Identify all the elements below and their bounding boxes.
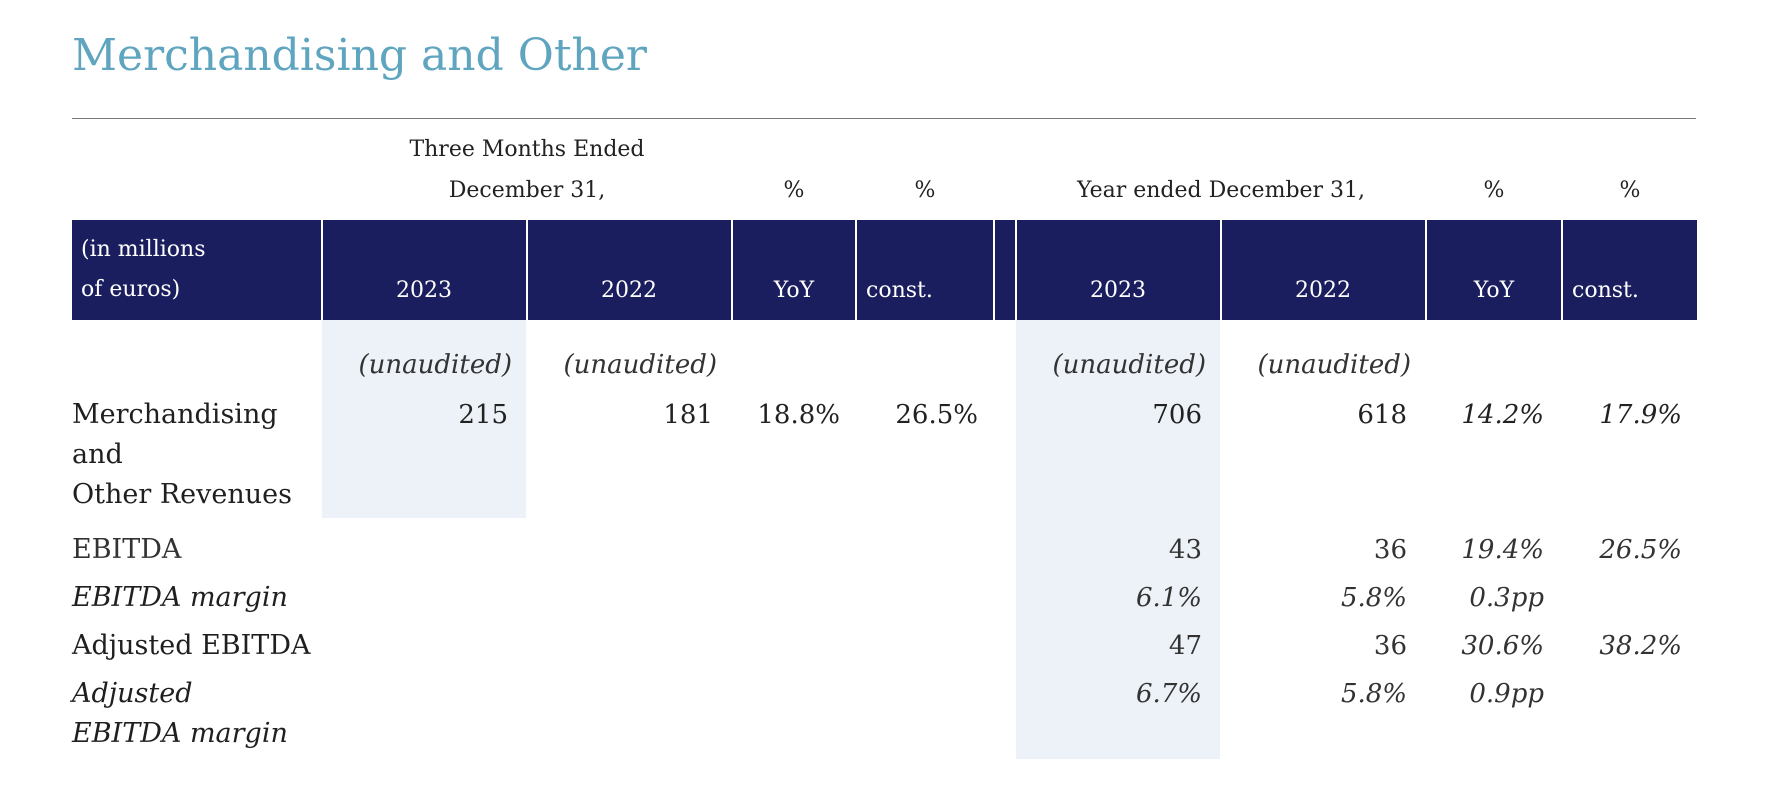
merch-q-yoy: 18.8% [757, 400, 840, 430]
ebitda-margin-y2022: 5.8% [1340, 583, 1407, 613]
y2023-highlight [1016, 320, 1220, 759]
page-title: Merchandising and Other [72, 30, 647, 81]
col-header-q2022: 2022 [601, 278, 657, 303]
header-cell-q-yoy [733, 220, 855, 320]
merch-y2022: 618 [1357, 400, 1407, 430]
col-header-y2022: 2022 [1295, 278, 1351, 303]
row-label-adj-margin-line1: Adjusted [72, 678, 193, 709]
merch-q2023: 215 [458, 400, 508, 430]
col-header-q-yoy: YoY [773, 278, 815, 303]
row-label-merch-line2: and [72, 439, 123, 470]
header-cell-y-yoy [1427, 220, 1561, 320]
merch-q-const: 26.5% [895, 400, 978, 430]
pct-header-1: % [783, 178, 805, 203]
adj-margin-y-yoy: 0.9pp [1469, 679, 1544, 709]
ebitda-margin-y2023: 6.1% [1135, 583, 1202, 613]
header-cell-q2022 [528, 220, 731, 320]
header-cell-q2023 [323, 220, 526, 320]
header-cell-units [72, 220, 321, 320]
three-months-header-line1: Three Months Ended [409, 137, 645, 162]
ebitda-y2022: 36 [1373, 535, 1407, 565]
col-header-y-yoy: YoY [1473, 278, 1515, 303]
unaudited-y2023: (unaudited) [1052, 350, 1206, 380]
merch-y2023: 706 [1152, 400, 1202, 430]
year-ended-header: Year ended December 31, [1076, 178, 1366, 203]
header-cell-y2022 [1222, 220, 1425, 320]
header-rule [72, 118, 1696, 119]
merch-y-const: 17.9% [1599, 400, 1682, 430]
adj-ebitda-y-yoy: 30.6% [1461, 631, 1544, 661]
adj-ebitda-y-const: 38.2% [1599, 631, 1682, 661]
col-header-q-const: const. [866, 278, 933, 303]
row-label-adjusted-ebitda: Adjusted EBITDA [72, 630, 311, 661]
row-label-merch-line1: Merchandising [72, 399, 278, 430]
ebitda-y-const: 26.5% [1599, 535, 1682, 565]
merch-y-yoy: 14.2% [1461, 400, 1544, 430]
adj-margin-y2022: 5.8% [1340, 679, 1407, 709]
ebitda-y2023: 43 [1168, 535, 1202, 565]
units-label-line2: of euros) [81, 277, 181, 302]
three-months-header-line2: December 31, [448, 178, 606, 203]
header-cell-spacer [995, 220, 1015, 320]
merch-q2022: 181 [663, 400, 713, 430]
row-label-merch-line3: Other Revenues [72, 479, 292, 510]
header-cell-q-const [857, 220, 993, 320]
ebitda-y-yoy: 19.4% [1461, 535, 1544, 565]
pct-header-2: % [914, 178, 936, 203]
units-label-line1: (in millions [81, 237, 206, 262]
row-label-ebitda-margin: EBITDA margin [72, 582, 288, 613]
col-header-y2023: 2023 [1090, 278, 1146, 303]
adj-ebitda-y2022: 36 [1373, 631, 1407, 661]
pct-header-3: % [1483, 178, 1505, 203]
pct-header-4: % [1619, 178, 1641, 203]
header-cell-y2023 [1017, 220, 1220, 320]
unaudited-y2022: (unaudited) [1257, 350, 1411, 380]
adj-margin-y2023: 6.7% [1135, 679, 1202, 709]
q2023-highlight [322, 320, 526, 518]
adj-ebitda-y2023: 47 [1168, 631, 1202, 661]
ebitda-margin-y-yoy: 0.3pp [1469, 583, 1544, 613]
col-header-y-const: const. [1572, 278, 1639, 303]
unaudited-q2023: (unaudited) [358, 350, 512, 380]
unaudited-q2022: (unaudited) [563, 350, 717, 380]
col-header-q2023: 2023 [396, 278, 452, 303]
row-label-adj-margin-line2: EBITDA margin [72, 718, 288, 749]
header-cell-y-const [1563, 220, 1697, 320]
row-label-ebitda: EBITDA [72, 534, 182, 565]
